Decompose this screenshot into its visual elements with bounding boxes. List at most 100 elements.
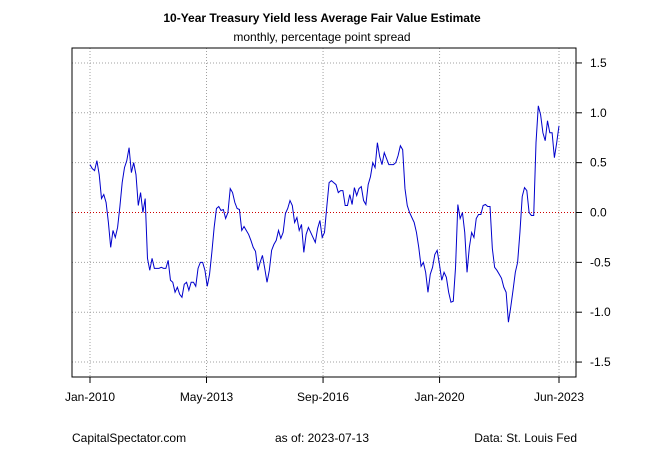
- data-point: [248, 234, 249, 235]
- y-tick-label-6: -1.5: [590, 355, 611, 369]
- data-point: [94, 170, 95, 171]
- data-point: [202, 262, 203, 263]
- data-point: [501, 278, 502, 279]
- chart-subtitle: monthly, percentage point spread: [233, 30, 410, 44]
- y-tick-label-3: 0.0: [590, 206, 607, 220]
- data-point: [538, 105, 539, 106]
- data-point: [443, 272, 444, 273]
- data-point: [317, 228, 318, 229]
- data-point: [483, 205, 484, 206]
- data-point: [262, 255, 263, 256]
- data-point: [391, 164, 392, 165]
- data-point: [409, 212, 410, 213]
- data-point: [214, 227, 215, 228]
- data-point: [358, 188, 359, 189]
- data-point: [425, 272, 426, 273]
- data-point: [439, 264, 440, 265]
- data-point: [361, 186, 362, 187]
- data-point: [174, 292, 175, 293]
- data-point: [303, 252, 304, 253]
- data-point: [122, 182, 123, 183]
- data-point: [197, 268, 198, 269]
- data-point: [124, 167, 125, 168]
- data-point: [319, 220, 320, 221]
- data-point: [172, 282, 173, 283]
- data-point: [260, 262, 261, 263]
- data-point: [294, 222, 295, 223]
- data-point: [345, 205, 346, 206]
- data-point: [149, 270, 150, 271]
- data-point: [549, 132, 550, 133]
- data-point: [427, 292, 428, 293]
- data-point: [117, 227, 118, 228]
- data-point: [531, 215, 532, 216]
- data-point: [499, 274, 500, 275]
- data-point: [354, 187, 355, 188]
- data-point: [529, 212, 530, 213]
- footer-source-left: CapitalSpectator.com: [72, 431, 186, 445]
- data-point: [140, 192, 141, 193]
- data-point: [161, 267, 162, 268]
- data-point: [374, 167, 375, 168]
- data-point: [471, 232, 472, 233]
- data-point: [131, 172, 132, 173]
- data-point: [434, 254, 435, 255]
- data-point: [379, 156, 380, 157]
- data-point: [209, 274, 210, 275]
- data-point: [243, 226, 244, 227]
- data-point: [92, 168, 93, 169]
- data-point: [365, 204, 366, 205]
- data-point: [112, 230, 113, 231]
- data-point: [310, 232, 311, 233]
- x-tick-label-4: Jun-2023: [534, 390, 584, 404]
- data-point: [186, 282, 187, 283]
- data-point: [158, 268, 159, 269]
- data-point: [368, 184, 369, 185]
- data-point: [299, 230, 300, 231]
- data-point: [370, 176, 371, 177]
- data-point: [476, 218, 477, 219]
- data-point: [420, 266, 421, 267]
- data-point: [195, 286, 196, 287]
- series-points: [89, 105, 559, 323]
- data-point: [542, 132, 543, 133]
- data-point: [381, 164, 382, 165]
- data-point: [280, 238, 281, 239]
- data-point: [430, 274, 431, 275]
- data-point: [255, 251, 256, 252]
- data-point: [105, 202, 106, 203]
- data-point: [115, 237, 116, 238]
- data-point: [464, 232, 465, 233]
- data-point: [492, 248, 493, 249]
- data-point: [179, 294, 180, 295]
- data-point: [289, 200, 290, 201]
- data-point: [432, 267, 433, 268]
- y-tick-label-1: 1.0: [590, 106, 607, 120]
- data-point: [227, 212, 228, 213]
- series-line-spread: [89, 105, 560, 323]
- data-point: [393, 164, 394, 165]
- data-point: [225, 218, 226, 219]
- footer-source-right: Data: St. Louis Fed: [474, 431, 577, 445]
- data-point: [207, 286, 208, 287]
- data-point: [453, 301, 454, 302]
- data-point: [315, 242, 316, 243]
- data-point: [126, 160, 127, 161]
- data-point: [515, 272, 516, 273]
- data-point: [384, 152, 385, 153]
- data-point: [234, 202, 235, 203]
- data-point: [441, 280, 442, 281]
- data-point: [200, 262, 201, 263]
- data-point: [89, 164, 90, 165]
- data-point: [506, 292, 507, 293]
- data-point: [211, 252, 212, 253]
- x-tick-label-2: Sep-2016: [297, 390, 349, 404]
- data-point: [147, 258, 148, 259]
- data-point: [540, 114, 541, 115]
- data-point: [184, 284, 185, 285]
- data-point: [480, 214, 481, 215]
- data-point: [363, 200, 364, 201]
- data-point: [407, 205, 408, 206]
- data-point: [508, 322, 509, 323]
- data-point: [533, 215, 534, 216]
